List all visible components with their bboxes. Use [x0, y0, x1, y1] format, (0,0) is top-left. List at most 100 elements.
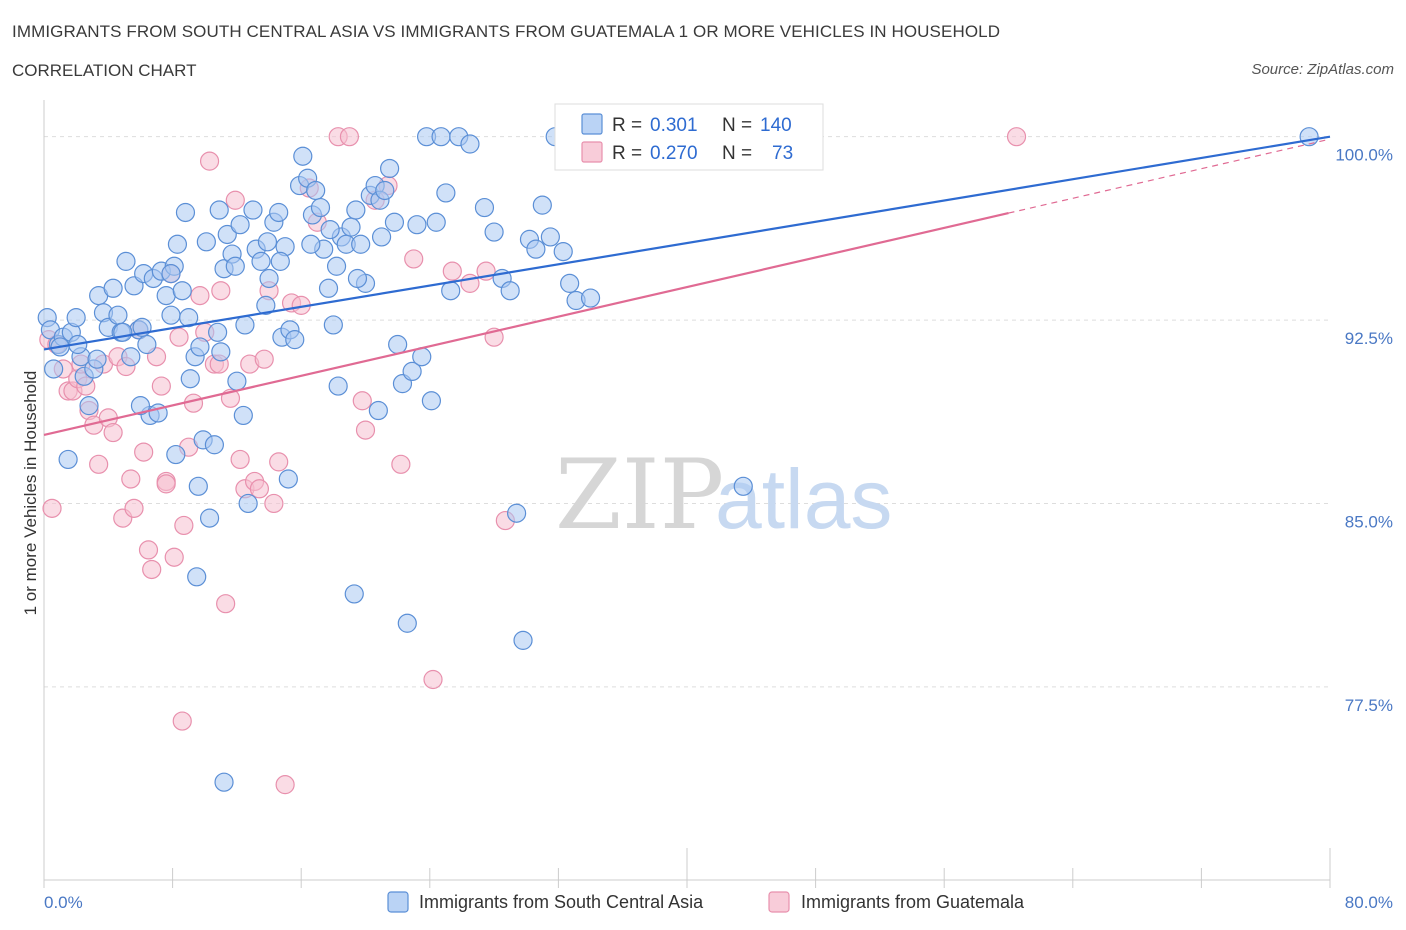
- south-central-asia-point-65: [310, 197, 331, 218]
- guatemala-point-45: [249, 479, 270, 499]
- x-tick-labels: 0.0% 80.0%: [44, 893, 1393, 912]
- south-central-asia-point-18: [116, 251, 136, 271]
- legend-n-value-blue: 140: [760, 115, 792, 136]
- legend-swatch-guatemala: [768, 891, 790, 913]
- legend-r-value-blue: 0.301: [650, 115, 698, 136]
- south-central-asia-point-15: [103, 278, 123, 298]
- south-central-asia-point-80: [380, 158, 400, 179]
- guatemala-point-21: [134, 442, 154, 462]
- south-central-asia-point-126: [328, 376, 348, 396]
- guatemala-point-19: [124, 498, 144, 518]
- guatemala-point-50: [275, 775, 295, 795]
- south-central-asia-point-111: [580, 288, 601, 308]
- south-central-asia-point-114: [179, 308, 199, 328]
- south-central-asia-point-69: [326, 256, 347, 276]
- watermark-atlas: atlas: [715, 452, 892, 546]
- south-central-asia-point-117: [113, 322, 133, 342]
- south-central-asia-point-16: [108, 305, 128, 325]
- guatemala-point-28: [164, 547, 184, 567]
- y-tick-label-1: 92.5%: [1345, 329, 1393, 348]
- legend-r-label-pink: R =: [612, 143, 642, 164]
- south-central-asia-point-34: [180, 369, 200, 389]
- legend-label-south-central-asia: Immigrants from South Central Asia: [419, 892, 704, 912]
- south-central-asia-point-138: [344, 584, 364, 604]
- south-central-asia-point-134: [130, 396, 151, 416]
- guatemala-point-38: [216, 594, 236, 614]
- south-central-asia-point-115: [161, 264, 181, 284]
- guatemala-point-68: [355, 420, 376, 440]
- guatemala-point-40: [225, 190, 245, 210]
- south-central-asia-point-67: [318, 278, 339, 298]
- south-central-asia-point-7: [66, 308, 86, 328]
- guatemala-point-57: [352, 391, 372, 411]
- y-tick-label-3: 77.5%: [1345, 696, 1393, 715]
- south-central-asia-point-73: [346, 200, 366, 220]
- south-central-asia-point-84: [397, 613, 417, 633]
- guatemala-point-35: [199, 151, 220, 171]
- south-central-asia-point-45: [225, 256, 245, 276]
- trend-lines: [43, 135, 1331, 437]
- legend-r-label-blue: R =: [612, 115, 642, 136]
- guatemala-point-23: [142, 559, 162, 580]
- south-central-asia-point-81: [384, 212, 405, 232]
- south-central-asia-point-28: [156, 286, 176, 306]
- south-central-asia-point-68: [323, 315, 343, 335]
- chart-title: IMMIGRANTS FROM SOUTH CENTRAL ASIA VS IM…: [12, 22, 1001, 41]
- trend-line-south-central-asia: [43, 135, 1331, 351]
- y-tick-label-0: 100.0%: [1335, 146, 1393, 165]
- south-central-asia-point-96: [474, 197, 495, 218]
- south-central-asia-point-74: [351, 234, 371, 254]
- south-central-asia-point-86: [407, 215, 427, 235]
- south-central-asia-point-52: [256, 295, 276, 315]
- south-central-asia-point-112: [227, 371, 247, 391]
- south-central-asia-point-118: [87, 349, 107, 369]
- south-central-asia-point-51: [251, 251, 271, 271]
- guatemala-point-11: [89, 454, 109, 474]
- south-central-asia-point-46: [230, 215, 250, 235]
- guatemala-point-56: [339, 127, 360, 147]
- south-central-asia-point-64: [306, 180, 326, 201]
- south-central-asia-point-101: [513, 630, 533, 650]
- south-central-asia-point-93: [441, 281, 461, 301]
- guatemala-point-37: [211, 281, 231, 301]
- source-credit: Source: ZipAtlas.com: [1251, 61, 1394, 78]
- guatemala-point-29: [169, 327, 189, 347]
- guatemala-point-46: [254, 349, 274, 369]
- chart-subtitle: CORRELATION CHART: [12, 61, 197, 80]
- south-central-asia-point-47: [235, 315, 255, 335]
- south-central-asia-point-130: [270, 251, 290, 271]
- south-central-asia-point-108: [560, 273, 580, 293]
- guatemala-point-62: [423, 669, 443, 690]
- south-central-asia-point-59: [285, 330, 305, 350]
- south-central-asia-point-129: [190, 337, 210, 357]
- south-central-asia-point-124: [320, 219, 340, 240]
- south-central-asia-point-139: [1299, 127, 1319, 147]
- guatemala-point-63: [442, 261, 462, 281]
- south-central-asia-point-39: [199, 508, 220, 528]
- south-central-asia-point-90: [426, 212, 446, 232]
- south-central-asia-point-38: [196, 232, 216, 252]
- guatemala-point-69: [172, 711, 192, 731]
- south-central-asia-point-48: [238, 493, 258, 514]
- south-central-asia-point-31: [167, 234, 188, 254]
- south-central-asia-point-95: [460, 134, 480, 154]
- south-central-asia-point-85: [402, 361, 422, 382]
- south-central-asia-point-33: [175, 202, 196, 223]
- south-central-asia-point-2: [44, 359, 64, 379]
- legend-n-value-pink: 73: [772, 143, 793, 164]
- guatemala-point-14: [103, 422, 123, 443]
- south-central-asia-point-132: [347, 268, 368, 289]
- south-central-asia-point-61: [293, 146, 313, 166]
- guatemala-point-60: [391, 454, 411, 474]
- south-central-asia-point-91: [431, 127, 451, 147]
- south-central-asia-point-133: [371, 227, 392, 247]
- guatemala-point-61: [404, 249, 424, 269]
- guatemala-point-32: [183, 393, 204, 413]
- guatemala-point-1: [42, 498, 62, 518]
- south-central-asia-point-89: [421, 391, 442, 411]
- south-central-asia-point-107: [553, 241, 573, 262]
- south-central-asia-point-136: [214, 772, 234, 792]
- legend-r-value-pink: 0.270: [650, 143, 698, 164]
- legend-n-label-pink: N =: [722, 143, 752, 164]
